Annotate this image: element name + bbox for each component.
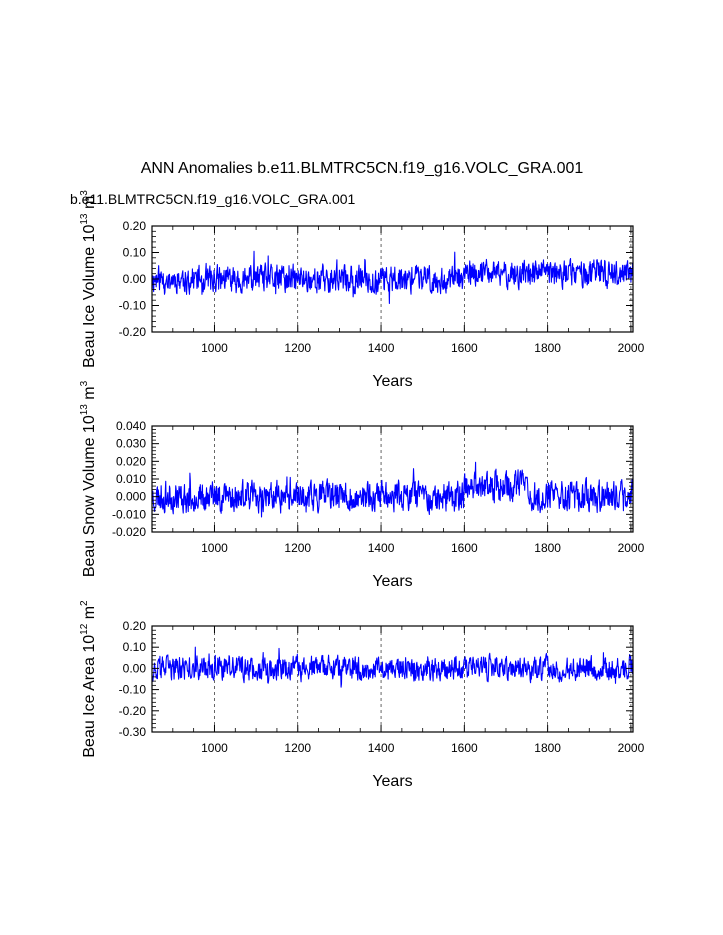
y-axis-label-text: Beau Ice Area 10 bbox=[81, 635, 98, 758]
y-axis-label: Beau Snow Volume 1013 m3 bbox=[79, 380, 98, 577]
x-tick-label: 1000 bbox=[201, 541, 228, 555]
y-axis-label-text: Beau Ice Volume 10 bbox=[81, 225, 98, 368]
y-axis-label-text: m bbox=[81, 196, 98, 214]
x-tick-label: 1000 bbox=[201, 341, 228, 355]
chart-panel-2: 1000 1200 1400 1600 1800 2000 -0.020 -0.010 0.00… bbox=[79, 380, 645, 590]
y-tick-label: -0.20 bbox=[119, 325, 147, 339]
figure-title: ANN Anomalies b.e11.BLMTRC5CN.f19_g16.VO… bbox=[141, 160, 584, 177]
plot-frame bbox=[151, 625, 634, 733]
y-tick-label: 0.000 bbox=[116, 490, 146, 504]
x-axis-label: Years bbox=[372, 773, 412, 790]
y-axis-label-superscript: 3 bbox=[79, 190, 90, 196]
y-axis-label-superscript: 2 bbox=[79, 600, 90, 606]
x-tick-label: 1200 bbox=[284, 541, 311, 555]
panels: 1000 1200 1400 1600 1800 2000 -0.20 -0.10 0.00 0.… bbox=[79, 190, 645, 790]
series-line bbox=[151, 646, 634, 688]
x-tick-label: 1400 bbox=[368, 341, 395, 355]
y-tick-label: 0.10 bbox=[123, 640, 147, 654]
y-tick-label: 0.00 bbox=[123, 272, 147, 286]
figure-subtitle: b.e11.BLMTRC5CN.f19_g16.VOLC_GRA.001 bbox=[70, 191, 356, 207]
y-tick-label: 0.010 bbox=[116, 472, 146, 486]
y-tick-label: 0.10 bbox=[123, 246, 147, 260]
y-tick-label: 0.020 bbox=[116, 454, 146, 468]
x-tick-label: 1800 bbox=[534, 341, 561, 355]
x-axis-label: Years bbox=[372, 373, 412, 390]
x-tick-label: 2000 bbox=[618, 341, 645, 355]
y-tick-label: 0.040 bbox=[116, 419, 146, 433]
y-tick-label: -0.10 bbox=[119, 683, 147, 697]
chart-panel-3: 1000 1200 1400 1600 1800 2000 -0.30 -0.20 -0.10 0… bbox=[79, 600, 645, 790]
x-tick-label: 1600 bbox=[451, 741, 478, 755]
y-tick-label: -0.30 bbox=[119, 725, 147, 739]
y-tick-label: -0.010 bbox=[112, 507, 146, 521]
x-tick-label: 1800 bbox=[534, 741, 561, 755]
x-axis-label: Years bbox=[372, 573, 412, 590]
y-axis-label-superscript: 3 bbox=[79, 380, 90, 386]
y-tick-label: -0.10 bbox=[119, 299, 147, 313]
chart-panel-1: 1000 1200 1400 1600 1800 2000 -0.20 -0.10 0.00 0.… bbox=[79, 190, 645, 390]
y-axis-label-superscript: 13 bbox=[79, 213, 90, 225]
y-axis-label-text: Beau Snow Volume 10 bbox=[81, 415, 98, 577]
x-tick-label: 2000 bbox=[618, 541, 645, 555]
x-tick-label: 1400 bbox=[368, 741, 395, 755]
x-tick-label: 1200 bbox=[284, 741, 311, 755]
y-tick-label: -0.020 bbox=[112, 525, 146, 539]
x-tick-label: 1000 bbox=[201, 741, 228, 755]
plot-frame bbox=[151, 425, 634, 533]
x-tick-label: 1400 bbox=[368, 541, 395, 555]
y-axis-label-superscript: 12 bbox=[79, 623, 90, 635]
x-tick-label: 1600 bbox=[451, 341, 478, 355]
series-line bbox=[151, 250, 634, 305]
y-axis-label: Beau Ice Area 1012 m2 bbox=[79, 600, 98, 758]
x-tick-label: 1200 bbox=[284, 341, 311, 355]
y-tick-label: 0.20 bbox=[123, 619, 147, 633]
x-tick-label: 1600 bbox=[451, 541, 478, 555]
y-axis-label-superscript: 13 bbox=[79, 404, 90, 416]
x-tick-label: 1800 bbox=[534, 541, 561, 555]
y-axis-label: Beau Ice Volume 1013 m3 bbox=[79, 190, 98, 368]
y-axis-label-text: m bbox=[81, 606, 98, 624]
y-tick-label: 0.20 bbox=[123, 219, 147, 233]
y-tick-label: -0.20 bbox=[119, 704, 147, 718]
series-line bbox=[151, 461, 634, 518]
y-axis-label-text: m bbox=[81, 386, 98, 404]
y-tick-label: 0.00 bbox=[123, 661, 147, 675]
x-tick-label: 2000 bbox=[618, 741, 645, 755]
y-tick-label: 0.030 bbox=[116, 437, 146, 451]
